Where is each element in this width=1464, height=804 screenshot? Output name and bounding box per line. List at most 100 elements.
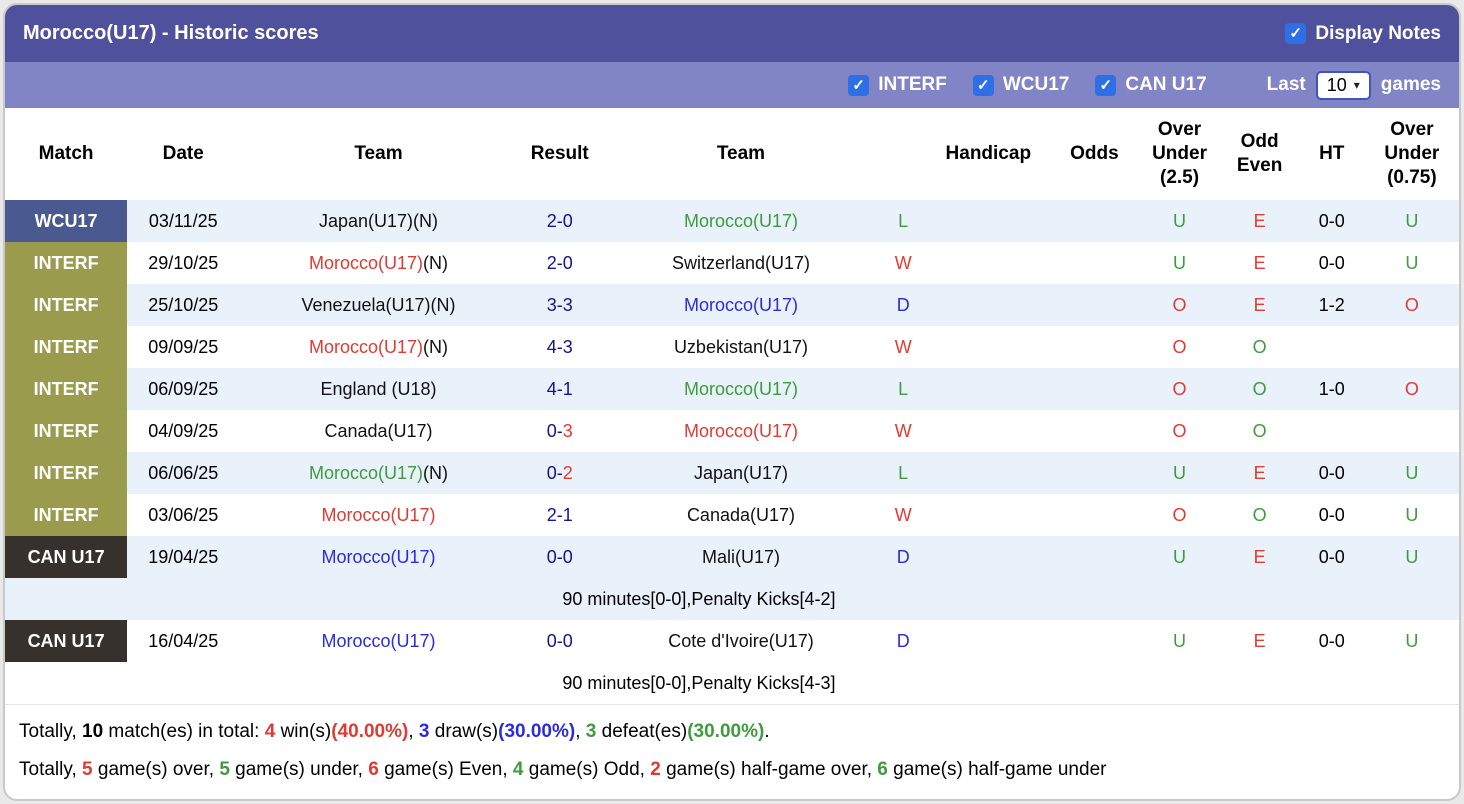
away-score: 0: [562, 546, 573, 567]
summary-segment: 5: [219, 758, 230, 780]
ou075-value: U: [1405, 252, 1419, 273]
summary-segment: game(s) under,: [229, 758, 369, 780]
wdl-letter: W: [894, 420, 912, 441]
summary-segment: defeat(es): [596, 721, 688, 742]
ou25-value: U: [1173, 210, 1187, 231]
league-badge: INTERF: [5, 242, 128, 284]
result-letter: D: [880, 284, 927, 326]
team-name: Cote d'Ivoire(U17): [668, 630, 814, 651]
wdl-letter: W: [894, 504, 912, 525]
odds-cell: [1050, 452, 1139, 494]
filter-can-u17-checkbox[interactable]: ✓: [1095, 74, 1117, 96]
handicap-cell: [926, 368, 1051, 410]
ht-cell: 1-2: [1298, 284, 1365, 326]
odd-even-cell: E: [1220, 200, 1299, 242]
column-header: Odds: [1050, 108, 1139, 200]
table-row: INTERF 06/06/25 Morocco(U17)(N) 0-2 Japa…: [5, 452, 1459, 494]
odds-cell: [1050, 536, 1139, 578]
handicap-cell: [926, 452, 1051, 494]
team-name: England (U18): [320, 378, 437, 399]
score-separator: -: [556, 630, 563, 651]
home-team: Morocco(U17): [239, 494, 518, 536]
summary-segment: game(s) Odd,: [523, 758, 651, 780]
away-team: Mali(U17): [601, 536, 881, 578]
away-team: Switzerland(U17): [601, 242, 881, 284]
summary-segment: .: [764, 721, 770, 742]
match-date: 03/06/25: [127, 494, 240, 536]
match-date: 03/11/25: [127, 200, 240, 242]
penalty-note: 90 minutes[0-0],Penalty Kicks[4-3]: [517, 662, 881, 704]
score-separator: -: [556, 336, 563, 357]
match-result: 4-3: [517, 326, 602, 368]
check-icon: ✓: [977, 76, 990, 94]
over-under-075-cell: U: [1364, 200, 1459, 242]
away-team: Morocco(U17): [601, 410, 881, 452]
home-team: Morocco(U17)(N): [239, 242, 518, 284]
away-score: 3: [562, 294, 573, 315]
team-name: Morocco(U17): [683, 294, 798, 315]
odd-even-value: E: [1253, 294, 1266, 315]
column-header: Match: [5, 108, 128, 200]
team-name: Canada(U17): [686, 504, 795, 525]
league-badge: INTERF: [5, 326, 128, 368]
ou25-value: O: [1172, 294, 1187, 315]
over-under-25-cell: U: [1138, 242, 1221, 284]
home-score: 0: [546, 420, 557, 441]
over-under-25-cell: U: [1138, 536, 1221, 578]
home-score: 0: [546, 630, 557, 651]
away-team: Uzbekistan(U17): [601, 326, 881, 368]
team-suffix: (N): [413, 210, 439, 231]
summary-segment: 4: [264, 721, 276, 742]
display-notes-checkbox[interactable]: ✓: [1285, 23, 1307, 44]
result-letter: L: [880, 452, 927, 494]
odd-even-cell: E: [1220, 536, 1299, 578]
league-badge: INTERF: [5, 284, 128, 326]
ou075-value: U: [1405, 630, 1419, 651]
summary-segment: 2: [650, 758, 661, 780]
column-header: HT: [1298, 108, 1365, 200]
note-spacer: [880, 578, 1459, 620]
team-name: Morocco(U17): [683, 210, 798, 231]
odd-even-cell: O: [1220, 326, 1299, 368]
table-row: INTERF 03/06/25 Morocco(U17) 2-1 Canada(…: [5, 494, 1459, 536]
over-under-25-cell: O: [1138, 284, 1221, 326]
home-score: 2: [546, 504, 557, 525]
odd-even-value: O: [1252, 378, 1267, 399]
match-date: 09/09/25: [127, 326, 240, 368]
filter-interf-checkbox[interactable]: ✓: [848, 74, 870, 96]
games-count-select[interactable]: 10 ▾: [1315, 70, 1371, 100]
match-result: 0-0: [517, 620, 602, 662]
odds-cell: [1050, 284, 1139, 326]
check-icon: ✓: [1289, 25, 1303, 42]
odd-even-cell: E: [1220, 284, 1299, 326]
over-under-25-cell: O: [1138, 326, 1221, 368]
match-result: 0-3: [517, 410, 602, 452]
note-spacer: [5, 662, 518, 704]
ou075-value: U: [1405, 504, 1419, 525]
league-badge: INTERF: [5, 410, 128, 452]
ht-cell: 0-0: [1298, 242, 1365, 284]
penalty-note-row: 90 minutes[0-0],Penalty Kicks[4-3]: [5, 662, 1459, 704]
over-under-25-cell: U: [1138, 200, 1221, 242]
match-date: 29/10/25: [127, 242, 240, 284]
score-separator: -: [556, 462, 563, 483]
match-result: 0-0: [517, 536, 602, 578]
odd-even-value: E: [1253, 252, 1266, 273]
handicap-cell: [926, 326, 1051, 368]
summary-segment: 3: [418, 721, 430, 742]
column-header: Over Under (2.5): [1138, 108, 1221, 200]
handicap-cell: [926, 242, 1051, 284]
summary-segment: ,: [408, 721, 419, 742]
table-row: WCU17 03/11/25 Japan(U17)(N) 2-0 Morocco…: [5, 200, 1459, 242]
away-score: 1: [562, 504, 573, 525]
column-header: Odd Even: [1220, 108, 1299, 200]
ht-cell: 0-0: [1298, 494, 1365, 536]
over-under-075-cell: U: [1364, 536, 1459, 578]
summary-segment: 5: [82, 758, 93, 780]
filter-wcu17-checkbox[interactable]: ✓: [972, 74, 994, 96]
odds-cell: [1050, 242, 1139, 284]
team-name: Morocco(U17): [321, 630, 436, 651]
summary-segment: draw(s): [429, 721, 499, 742]
away-team: Cote d'Ivoire(U17): [601, 620, 881, 662]
over-under-075-cell: [1364, 410, 1459, 452]
